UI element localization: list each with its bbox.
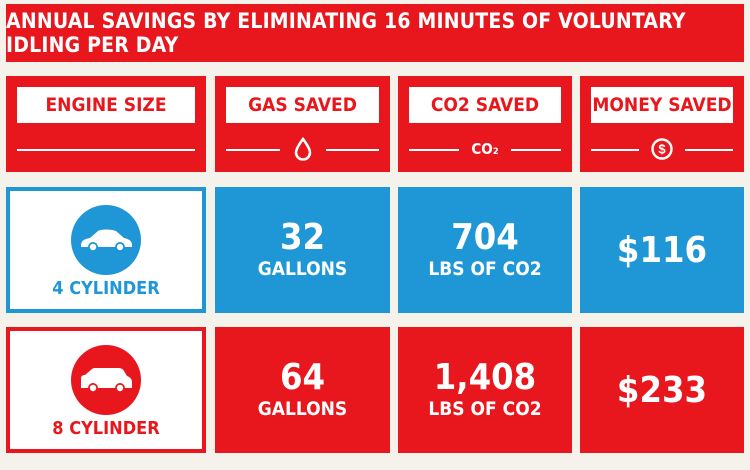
engine-card-8-cylinder: 8 CYLINDER [6, 327, 206, 453]
header-label: ENGINE SIZE [17, 87, 195, 123]
co2-unit: LBS OF CO2 [428, 398, 542, 420]
co2-unit: LBS OF CO2 [428, 258, 542, 280]
header-gas-saved: GAS SAVED [215, 76, 390, 172]
divider [17, 149, 195, 151]
svg-text:$: $ [658, 142, 666, 157]
header-label: CO2 SAVED [409, 87, 561, 123]
header-label: MONEY SAVED [591, 87, 733, 123]
co2-icon: CO₂ [459, 134, 511, 164]
header-engine-size: ENGINE SIZE [6, 76, 206, 172]
droplet-icon [279, 134, 326, 164]
engine-label: 8 CYLINDER [52, 418, 160, 439]
gas-unit: GALLONS [257, 398, 348, 420]
money-value: $233 [616, 369, 708, 411]
money-value: $116 [616, 229, 708, 271]
header-co2-saved: CO2 SAVED CO₂ [398, 76, 572, 172]
gas-saved-4-cylinder: 32 GALLONS [215, 187, 390, 313]
header-money-saved: MONEY SAVED $ [580, 76, 744, 172]
co2-value: 1,408 [433, 357, 537, 398]
gas-saved-8-cylinder: 64 GALLONS [215, 327, 390, 453]
dollar-icon: $ [639, 134, 685, 164]
engine-card-4-cylinder: 4 CYLINDER [6, 187, 206, 313]
co2-value: 704 [451, 217, 519, 258]
co2-icon-text: CO₂ [471, 140, 499, 158]
money-saved-8-cylinder: $233 [580, 327, 744, 453]
gas-unit: GALLONS [257, 258, 348, 280]
engine-label: 4 CYLINDER [52, 278, 160, 299]
suv-car-icon [71, 345, 141, 415]
gas-value: 64 [279, 357, 326, 398]
co2-saved-8-cylinder: 1,408 LBS OF CO2 [398, 327, 572, 453]
header-label: GAS SAVED [226, 87, 379, 123]
money-saved-4-cylinder: $116 [580, 187, 744, 313]
title-text: ANNUAL SAVINGS BY ELIMINATING 16 MINUTES… [6, 9, 686, 57]
co2-saved-4-cylinder: 704 LBS OF CO2 [398, 187, 572, 313]
title-banner: ANNUAL SAVINGS BY ELIMINATING 16 MINUTES… [6, 4, 744, 62]
gas-value: 32 [279, 217, 326, 258]
sedan-car-icon [71, 205, 141, 275]
